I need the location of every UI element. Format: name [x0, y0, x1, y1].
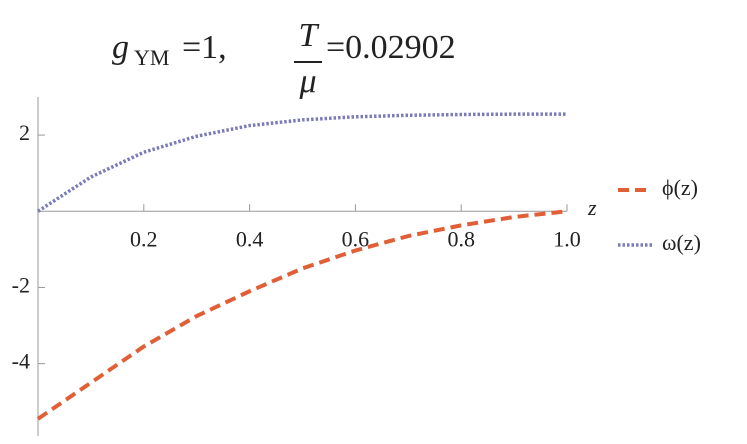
title-subscript: YM [134, 45, 169, 70]
x-tick-label: 0.6 [342, 226, 370, 251]
series-line [37, 112, 567, 213]
title-denominator: μ [298, 63, 316, 100]
legend-label: ω(z) [662, 230, 701, 255]
series-line [36, 209, 568, 421]
x-tick-label: 0.2 [130, 226, 158, 251]
y-tick-label: -4 [12, 349, 30, 374]
title-g: g [112, 29, 129, 66]
title-value: =0.02902 [326, 29, 456, 66]
x-axis-label: z [587, 195, 597, 220]
x-tick-label: 1.0 [553, 226, 581, 251]
x-tick-label: 0.8 [447, 226, 475, 251]
x-tick-label: 0.4 [236, 226, 264, 251]
y-tick-label: -2 [12, 272, 30, 297]
legend-label: ϕ(z) [662, 175, 698, 200]
title-numerator: T [299, 17, 320, 54]
title-eq: =1, [182, 29, 227, 66]
y-tick-label: 2 [19, 120, 30, 145]
